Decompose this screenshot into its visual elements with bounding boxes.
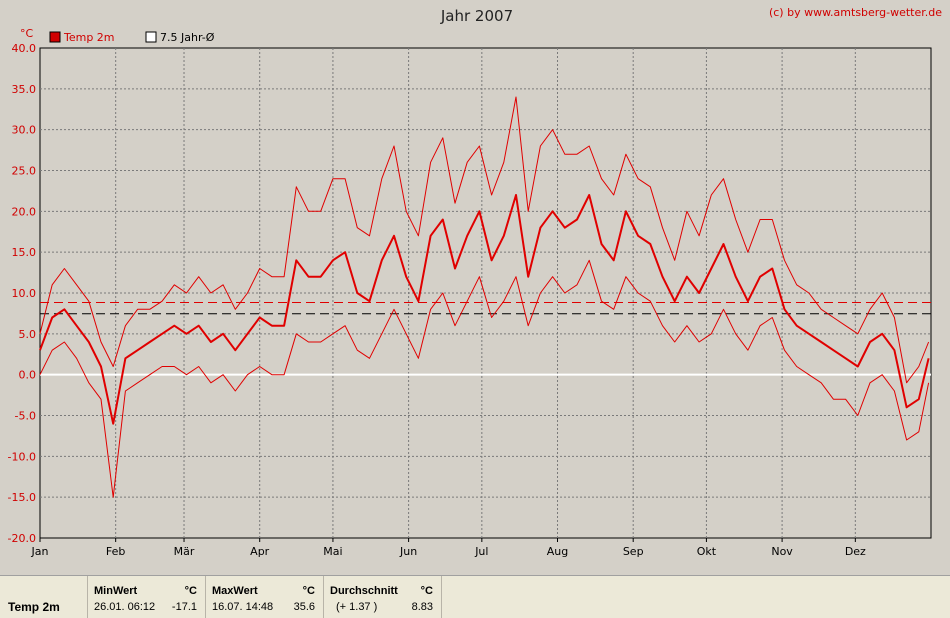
min-header: MinWert xyxy=(94,585,138,597)
min-value: -17.1 xyxy=(171,601,197,613)
stats-max-cell: MaxWert °C 16.07. 14:48 35.6 xyxy=(206,576,324,618)
max-datetime: 16.07. 14:48 xyxy=(212,601,274,613)
max-value: 35.6 xyxy=(293,601,315,613)
legend-swatch-average xyxy=(145,31,157,43)
series-line-daily-mean xyxy=(39,194,930,425)
x-tick-label: Jan xyxy=(31,545,49,558)
x-axis-ticks: Jan Feb Mär Apr Mai Jun Jul Aug Sep Okt Nov Dez xyxy=(31,538,866,558)
x-tick-label: Nov xyxy=(771,545,793,558)
y-tick-label: -15.0 xyxy=(8,491,36,504)
avg-delta: (+ 1.37 ) xyxy=(336,601,378,613)
y-tick-label: 35.0 xyxy=(12,83,37,96)
x-tick-label: Jun xyxy=(399,545,417,558)
avg-unit: °C xyxy=(420,585,433,597)
x-tick-label: Feb xyxy=(106,545,125,558)
series-layer xyxy=(39,96,930,498)
legend: Temp 2m 7.5 Jahr-Ø xyxy=(49,31,215,44)
y-tick-label: 0.0 xyxy=(19,369,37,382)
avg-header: Durchschnitt xyxy=(330,585,398,597)
stats-series-label: Temp 2m xyxy=(8,600,60,614)
y-tick-label: 10.0 xyxy=(12,287,37,300)
x-tick-label: Mär xyxy=(174,545,195,558)
legend-label-average: 7.5 Jahr-Ø xyxy=(160,31,215,44)
x-tick-label: Okt xyxy=(697,545,717,558)
y-axis-ticks: 40.0 35.0 30.0 25.0 20.0 15.0 10.0 5.0 0.0 -5.0 -1… xyxy=(8,42,36,545)
stats-series-cell: Temp 2m xyxy=(0,576,88,618)
x-tick-label: Dez xyxy=(845,545,866,558)
x-tick-label: Mai xyxy=(323,545,342,558)
series-line-daily-min xyxy=(39,259,930,498)
y-tick-label: 15.0 xyxy=(12,246,37,259)
min-unit: °C xyxy=(184,585,197,597)
chart: Jahr 2007 (c) by www.amtsberg-wetter.de … xyxy=(8,6,943,558)
y-tick-label: 40.0 xyxy=(12,42,37,55)
min-datetime: 26.01. 06:12 xyxy=(94,601,156,613)
y-tick-label: 20.0 xyxy=(12,205,37,218)
y-tick-label: -20.0 xyxy=(8,532,36,545)
y-tick-label: -5.0 xyxy=(15,410,36,423)
y-tick-label: 5.0 xyxy=(19,328,37,341)
series-line-daily-max xyxy=(39,96,930,384)
x-tick-label: Jul xyxy=(474,545,488,558)
x-tick-label: Aug xyxy=(547,545,568,558)
x-tick-label: Apr xyxy=(250,545,270,558)
copyright-text: (c) by www.amtsberg-wetter.de xyxy=(769,6,942,19)
x-tick-label: Sep xyxy=(623,545,644,558)
gridlines xyxy=(40,48,931,538)
avg-value: 8.83 xyxy=(411,601,433,613)
y-tick-label: 30.0 xyxy=(12,124,37,137)
stats-avg-cell: Durchschnitt °C (+ 1.37 ) 8.83 xyxy=(324,576,442,618)
chart-title: Jahr 2007 xyxy=(440,7,513,25)
legend-swatch-temp xyxy=(49,31,61,43)
statistics-bar: Temp 2m MinWert °C 26.01. 06:12 -17.1 Ma… xyxy=(0,575,950,618)
y-tick-label: -10.0 xyxy=(8,450,36,463)
legend-label-temp: Temp 2m xyxy=(63,31,115,44)
max-unit: °C xyxy=(302,585,315,597)
stats-min-cell: MinWert °C 26.01. 06:12 -17.1 xyxy=(88,576,206,618)
y-axis-unit: °C xyxy=(20,27,34,40)
max-header: MaxWert xyxy=(212,585,258,597)
y-tick-label: 25.0 xyxy=(12,165,37,178)
